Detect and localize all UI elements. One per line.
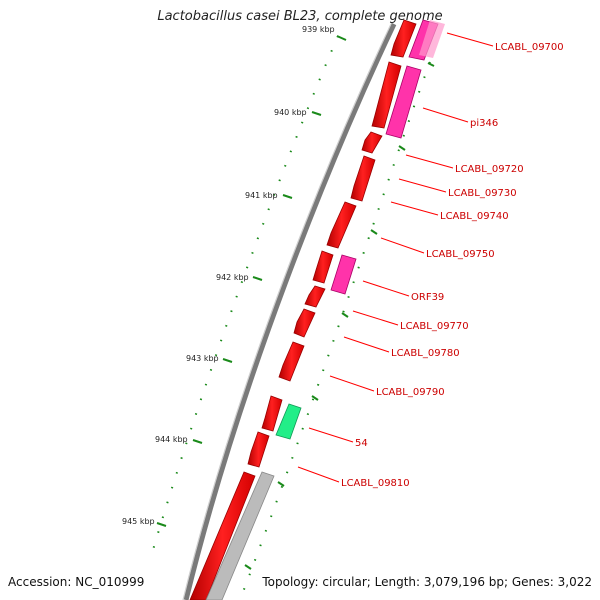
genome-backbone xyxy=(183,22,397,600)
cds-arrow xyxy=(247,431,270,468)
kbp-label-940: 940 kbp xyxy=(274,108,307,117)
gene-label-lcabl-09810: LCABL_09810 xyxy=(341,478,410,489)
cds-track xyxy=(189,19,417,600)
cds-arrow xyxy=(371,61,402,129)
kbp-tick-7: 945 kbp xyxy=(122,517,167,527)
kbp-tick-1: 939 kbp xyxy=(302,25,347,41)
cds-arrow xyxy=(326,201,357,249)
kbp-label-939: 939 kbp xyxy=(302,25,335,34)
gene-label-lcabl-09740: LCABL_09740 xyxy=(440,211,509,222)
cds-arrow xyxy=(390,19,417,58)
cds-arrow xyxy=(278,341,305,382)
cds-arrow xyxy=(312,250,334,284)
cds-arrow xyxy=(350,155,376,202)
gene-label-54: 54 xyxy=(355,438,368,449)
cds-arrow xyxy=(293,308,316,338)
kbp-label-943: 943 kbp xyxy=(186,354,219,363)
kbp-label-941: 941 kbp xyxy=(245,191,278,200)
map-title: Lactobacillus casei BL23, complete genom… xyxy=(157,9,443,24)
cds-arrow xyxy=(361,131,383,154)
kbp-tick-2: 940 kbp xyxy=(274,108,322,117)
kbp-label-944: 944 kbp xyxy=(155,435,188,444)
gene-label-pi346: pi346 xyxy=(470,118,498,129)
gene-label-lcabl-09700: LCABL_09700 xyxy=(495,42,564,53)
pink-feature xyxy=(385,65,422,139)
accession-text: Accession: NC_010999 xyxy=(8,575,145,589)
gene-label-lcabl-09780: LCABL_09780 xyxy=(391,348,460,359)
pink-features xyxy=(330,19,439,295)
gene-label-lcabl-09730: LCABL_09730 xyxy=(448,188,517,199)
cds-arrow xyxy=(304,285,326,308)
cds-arrow xyxy=(261,395,283,432)
gene-label-lcabl-09770: LCABL_09770 xyxy=(400,321,469,332)
summary-text: Topology: circular; Length: 3,079,196 bp… xyxy=(262,575,592,589)
green-feature xyxy=(275,403,302,440)
outer-track-markers xyxy=(244,62,435,570)
cds-arrow xyxy=(189,471,256,600)
kbp-label-942: 942 kbp xyxy=(216,273,249,282)
gene-label-lcabl-09790: LCABL_09790 xyxy=(376,387,445,398)
gene-label-lcabl-09750: LCABL_09750 xyxy=(426,249,495,260)
kbp-tick-3: 941 kbp xyxy=(245,191,293,200)
kbp-tick-5: 943 kbp xyxy=(186,354,233,363)
label-leaders xyxy=(297,32,494,483)
kbp-label-945: 945 kbp xyxy=(122,517,155,526)
gene-label-orf39: ORF39 xyxy=(411,292,444,303)
kbp-tick-6: 944 kbp xyxy=(155,435,203,444)
genome-backbone-highlight xyxy=(182,23,392,600)
pink-feature xyxy=(330,254,357,295)
light-pink-feature xyxy=(419,20,445,58)
kbp-tick-4: 942 kbp xyxy=(216,273,263,282)
gene-label-lcabl-09720: LCABL_09720 xyxy=(455,164,524,175)
grey-feature xyxy=(205,471,275,600)
